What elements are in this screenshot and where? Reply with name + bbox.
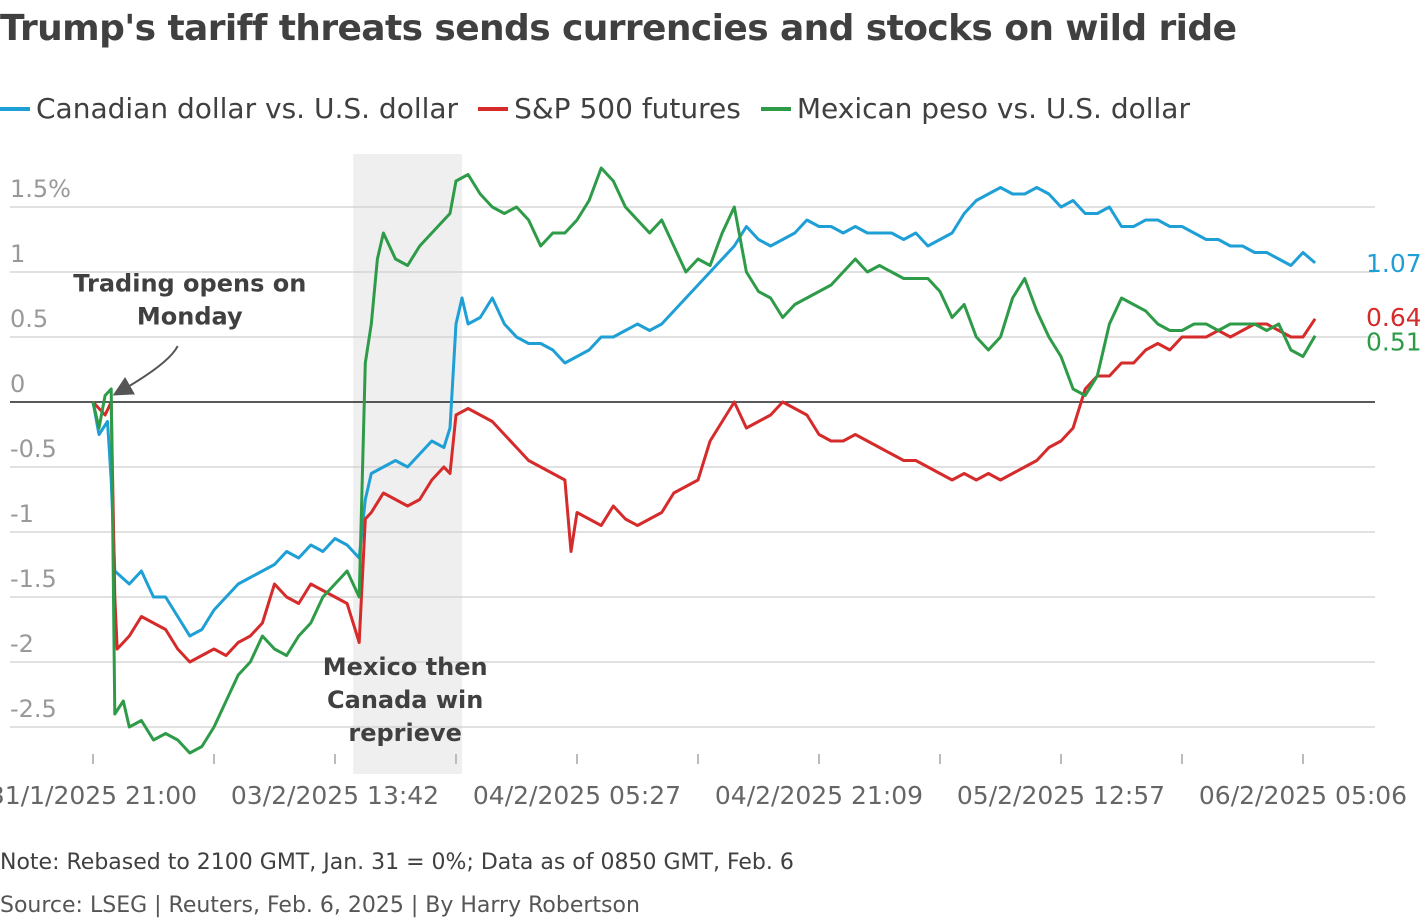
chart-title: Trump's tariff threats sends currencies … — [0, 8, 1237, 49]
annotation-text: Monday — [137, 303, 243, 331]
x-tick-label: 06/2/2025 05:06 — [1199, 781, 1407, 810]
y-tick-label: 0 — [10, 370, 25, 398]
legend-label-spx: S&P 500 futures — [514, 92, 741, 125]
x-tick-label: 05/2/2025 12:57 — [957, 781, 1165, 810]
y-tick-label: 0.5 — [10, 305, 48, 333]
legend-label-mxn: Mexican peso vs. U.S. dollar — [796, 92, 1190, 125]
legend-item-mxn: Mexican peso vs. U.S. dollar — [760, 92, 1190, 125]
y-tick-label: -2 — [10, 630, 34, 658]
legend-item-cad: Canadian dollar vs. U.S. dollar — [0, 92, 458, 125]
series-line-2 — [91, 166, 1317, 755]
chart-source: Source: LSEG | Reuters, Feb. 6, 2025 | B… — [0, 893, 640, 918]
series-line-0 — [91, 186, 1317, 638]
x-tick-label: 03/2/2025 13:42 — [231, 781, 439, 810]
highlight-band — [353, 154, 463, 774]
annotation-text: Trading opens on — [73, 270, 306, 298]
series-end-label-1: 0.64 — [1366, 303, 1420, 332]
x-tick-label: 04/2/2025 05:27 — [473, 781, 681, 810]
annotation-text: Canada win — [327, 686, 483, 714]
y-tick-label: -1 — [10, 500, 34, 528]
legend-swatch-cad — [0, 106, 30, 111]
series-line-1 — [91, 317, 1317, 664]
chart-note: Note: Rebased to 2100 GMT, Jan. 31 = 0%;… — [0, 850, 794, 875]
line-chart: 1.5% 1 0.5 0 -0.5 -1 -1.5 -2 -2.5 31/1/2025 21:00… — [0, 154, 1420, 810]
series-end-label-0: 1.07 — [1366, 249, 1420, 278]
y-tick-label: -0.5 — [10, 435, 57, 463]
series-end-label-2: 0.51 — [1366, 328, 1420, 357]
x-tick-label: 31/1/2025 21:00 — [0, 781, 197, 810]
x-tick-label: 04/2/2025 21:09 — [715, 781, 923, 810]
legend-swatch-mxn — [760, 106, 791, 111]
y-tick-label: -2.5 — [10, 695, 57, 723]
legend-swatch-spx — [478, 106, 509, 111]
annotation-arrow — [112, 345, 179, 396]
y-tick-label: 1 — [10, 240, 25, 268]
y-tick-label: 1.5% — [10, 175, 71, 203]
legend-label-cad: Canadian dollar vs. U.S. dollar — [36, 92, 459, 125]
chart-legend: Canadian dollar vs. U.S. dollar S&P 500 … — [0, 92, 1210, 125]
legend-item-spx: S&P 500 futures — [478, 92, 741, 125]
y-tick-label: -1.5 — [10, 565, 57, 593]
annotation-text: Mexico then — [323, 653, 488, 681]
annotation-text: reprieve — [348, 719, 462, 747]
